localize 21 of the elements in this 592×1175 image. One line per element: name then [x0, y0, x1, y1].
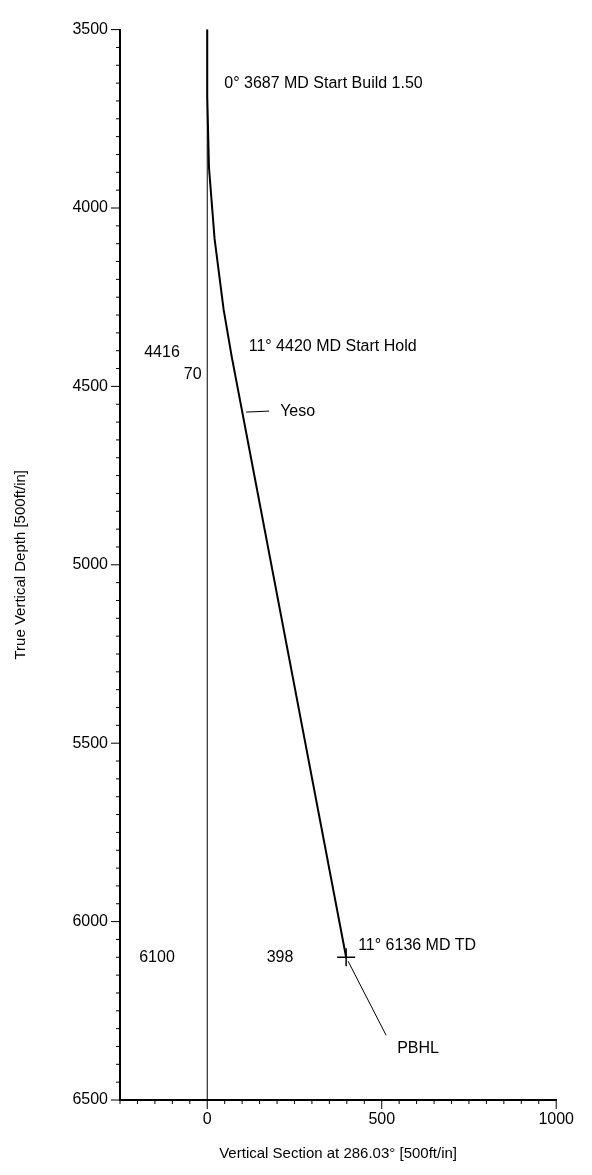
annotation: Yeso	[280, 402, 316, 420]
y-axis-title: True Vertical Depth [500ft/in]	[11, 470, 29, 660]
x-tick-label: 500	[368, 1110, 396, 1128]
annotation: 6100	[139, 948, 175, 966]
y-tick-label: 4500	[72, 376, 109, 394]
annotation: 70	[183, 364, 202, 382]
x-tick-label: 1000	[538, 1110, 575, 1128]
annotation: PBHL	[397, 1038, 440, 1056]
y-tick-label: 6000	[72, 912, 109, 930]
annotation: 4416	[144, 343, 180, 361]
annotation: 11° 4420 MD Start Hold	[248, 336, 417, 354]
x-axis-title: Vertical Section at 286.03° [500ft/in]	[219, 1144, 458, 1162]
annotation: 11° 6136 MD TD	[358, 935, 476, 953]
y-tick-label: 3500	[72, 20, 109, 38]
y-tick-label: 5000	[72, 555, 109, 573]
annotation: 0° 3687 MD Start Build 1.50	[224, 73, 423, 91]
y-tick-label: 4000	[72, 198, 109, 216]
x-tick-label: 0	[202, 1110, 212, 1128]
annotation: 398	[266, 948, 294, 966]
y-tick-label: 6500	[72, 1090, 109, 1108]
y-tick-label: 5500	[72, 733, 109, 751]
